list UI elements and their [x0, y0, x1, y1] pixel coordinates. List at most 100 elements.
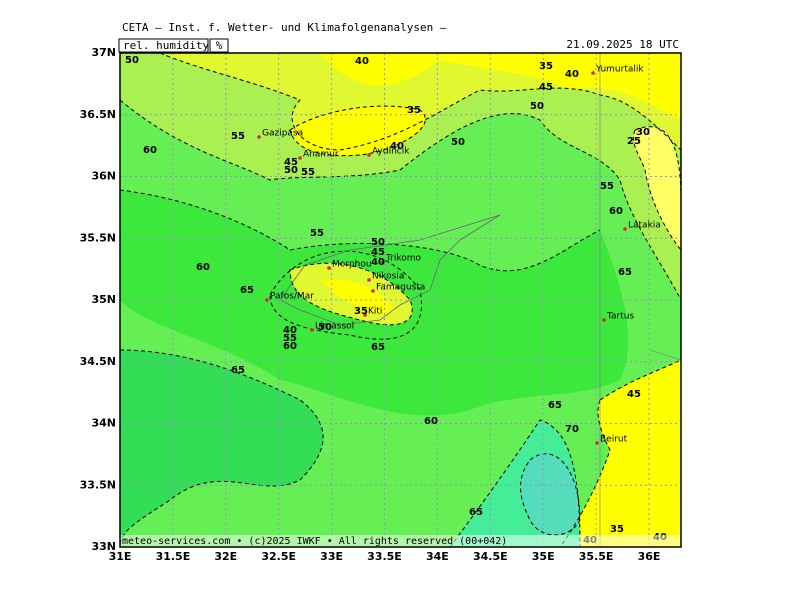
- contour-label: 50: [371, 237, 385, 248]
- city-label: Tartus: [606, 312, 634, 322]
- contour-label: 60: [196, 262, 210, 273]
- contour-label: 25: [627, 136, 641, 147]
- contour-label: 55: [231, 131, 245, 142]
- city-marker: [371, 289, 375, 293]
- isoline: [289, 262, 413, 326]
- city-label: Aydincik: [372, 147, 410, 157]
- contour-label: 65: [548, 400, 562, 411]
- contour-label: 65: [240, 285, 254, 296]
- y-tick-label: 35N: [91, 293, 116, 306]
- city-marker: [381, 260, 385, 264]
- contour-label: 35: [354, 306, 368, 317]
- contour-label: 45: [371, 247, 385, 258]
- contour-label: 50: [530, 101, 544, 112]
- city-label: Latakia: [628, 221, 661, 231]
- city-label: Anamur: [303, 150, 339, 160]
- unit: %: [216, 39, 223, 52]
- contour-label: 30: [636, 127, 650, 138]
- contour-label: 50: [284, 165, 298, 176]
- contour-label: 50: [451, 137, 465, 148]
- field-zone: [120, 350, 324, 547]
- y-tick-label: 34N: [91, 417, 116, 430]
- field-zone: [290, 106, 426, 156]
- y-tick-label: 33N: [91, 540, 116, 553]
- contour-label: 60: [424, 416, 438, 427]
- field-zone: [633, 126, 681, 250]
- x-tick-label: 32E: [214, 550, 237, 563]
- y-tick-label: 37N: [91, 46, 116, 59]
- city-label: Gazipasa: [262, 129, 303, 139]
- field-zone: [560, 360, 681, 547]
- city-label: Morphou: [332, 260, 372, 270]
- isoline: [633, 126, 681, 251]
- field: [120, 53, 681, 547]
- y-tick-label: 34.5N: [80, 355, 116, 368]
- title: CETA — Inst. f. Wetter- und Klimafolgena…: [122, 21, 447, 34]
- contour-label: 65: [618, 267, 632, 278]
- x-tick-label: 34E: [426, 550, 449, 563]
- field-zone: [320, 279, 395, 314]
- contour-label: 35: [610, 524, 624, 535]
- contour-label: 35: [407, 105, 421, 116]
- labels: 31E 31.5E 32E 32.5E 33E 33.5E 34E 34.5E 35E 35.5E…: [80, 46, 667, 563]
- isoline: [269, 250, 422, 340]
- y-tick-label: 33.5N: [80, 478, 116, 491]
- contour-label: 55: [310, 228, 324, 239]
- isoline: [159, 53, 681, 151]
- coastline: [279, 214, 501, 326]
- city-marker: [265, 298, 269, 302]
- city-marker: [602, 318, 606, 322]
- city-marker: [327, 266, 331, 270]
- city-label: Limassol: [315, 322, 354, 332]
- field-zone: [320, 53, 681, 120]
- contour-label: 45: [539, 82, 553, 93]
- city-marker: [310, 328, 314, 332]
- x-tick-label: 33.5E: [367, 550, 402, 563]
- x-tick-label: 33E: [320, 550, 343, 563]
- contour-label: 55: [301, 167, 315, 178]
- x-tick-label: 32.5E: [261, 550, 296, 563]
- contour-label: 40: [355, 56, 369, 67]
- city-marker: [595, 441, 599, 445]
- x-tick-label: 35E: [532, 550, 555, 563]
- contour-label: 50: [125, 55, 139, 66]
- contour-label: 45: [627, 389, 641, 400]
- city-label: Kiti: [368, 307, 382, 317]
- contour-label: 60: [609, 206, 623, 217]
- variable: rel. humidity: [123, 39, 209, 52]
- city-label: Beirut: [600, 435, 628, 445]
- isoline: [289, 105, 426, 157]
- y-tick-label: 36.5N: [80, 108, 116, 121]
- contour-label: 60: [143, 145, 157, 156]
- contour-label: 65: [231, 365, 245, 376]
- city-marker: [298, 156, 302, 160]
- isoline: [120, 349, 324, 547]
- x-tick-label: 31.5E: [156, 550, 191, 563]
- contour-label: 45: [284, 157, 298, 168]
- city-marker: [363, 313, 367, 317]
- contour-label: 55: [600, 181, 614, 192]
- city-marker: [367, 153, 371, 157]
- field-zone: [520, 453, 580, 535]
- x-tick-label: 31E: [109, 550, 132, 563]
- contour-label: 35: [539, 61, 553, 72]
- y-tick-label: 35.5N: [80, 231, 116, 244]
- footer: meteo-services.com • (c)2025 IWKF • All …: [122, 536, 507, 547]
- city-label: Yumurtalik: [595, 65, 644, 75]
- contour-label: 40: [390, 141, 404, 152]
- contour-label: 40: [565, 69, 579, 80]
- datetime: 21.09.2025 18 UTC: [566, 38, 679, 51]
- city-label: Pafos/Mar: [270, 292, 314, 302]
- contour-label: 40: [371, 257, 385, 268]
- city-marker: [623, 227, 627, 231]
- city-marker: [367, 278, 371, 282]
- footer-band: [120, 535, 681, 547]
- variable-box: [118, 38, 209, 53]
- contour-label: 50: [318, 322, 332, 333]
- contour-label: 55: [283, 333, 297, 344]
- isoline: [120, 99, 681, 301]
- city-label: Trikomo: [385, 254, 422, 264]
- city-marker: [257, 135, 261, 139]
- city-marker: [591, 71, 595, 75]
